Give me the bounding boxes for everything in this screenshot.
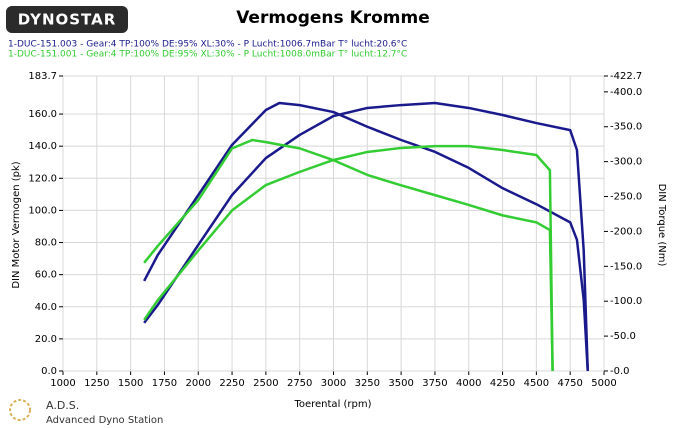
y-axis-label: DIN Motor Vermogen (pk) bbox=[11, 161, 22, 288]
series-line bbox=[143, 144, 554, 372]
y2-axis-label: DIN Torque (Nm) bbox=[656, 184, 667, 267]
footer-brand: A.D.S. bbox=[46, 399, 79, 412]
x-tick-label: 3000 bbox=[321, 378, 346, 389]
y2-tick-label: -0.0 bbox=[610, 366, 630, 377]
x-tick-label: 1500 bbox=[118, 378, 143, 389]
x-tick-label: 2000 bbox=[186, 378, 211, 389]
series-line bbox=[143, 101, 590, 372]
y-tick-label: 160.0 bbox=[28, 109, 57, 120]
x-tick-label: 3250 bbox=[355, 378, 380, 389]
y2-tick-label: -200.0 bbox=[610, 226, 642, 237]
x-tick-label: 1750 bbox=[152, 378, 177, 389]
y2-tick-label: -250.0 bbox=[610, 192, 642, 203]
x-tick-label: 5000 bbox=[591, 378, 616, 389]
x-tick-label: 1250 bbox=[84, 378, 109, 389]
y-tick-label: 0.0 bbox=[41, 366, 57, 377]
y2-tick-label: -350.0 bbox=[610, 122, 642, 133]
footer-subtitle: Advanced Dyno Station bbox=[46, 415, 163, 426]
x-tick-label: 4750 bbox=[557, 378, 582, 389]
x-tick-label: 2500 bbox=[253, 378, 278, 389]
x-tick-label: 4250 bbox=[490, 378, 515, 389]
x-tick-label: 2250 bbox=[219, 378, 244, 389]
logo: DYNOSTAR bbox=[18, 11, 117, 29]
y-tick-label: 183.7 bbox=[28, 71, 57, 82]
x-tick-label: 3750 bbox=[422, 378, 447, 389]
series-line bbox=[143, 101, 590, 372]
y2-tick-label: -50.0 bbox=[610, 331, 636, 342]
y2-tick-label: -300.0 bbox=[610, 157, 642, 168]
chart-title: Vermogens Kromme bbox=[236, 8, 430, 28]
x-axis-label: Toerental (rpm) bbox=[293, 399, 371, 410]
y-tick-label: 120.0 bbox=[28, 173, 57, 184]
y-tick-label: 140.0 bbox=[28, 141, 57, 152]
series-line bbox=[143, 138, 554, 372]
x-tick-label: 1000 bbox=[50, 378, 75, 389]
y2-tick-label: -400.0 bbox=[610, 87, 642, 98]
y-tick-label: 20.0 bbox=[35, 334, 57, 345]
x-tick-label: 4500 bbox=[524, 378, 549, 389]
logo-box bbox=[6, 6, 128, 33]
legend-entry: 1-DUC-151.001 - Gear:4 TP:100% DE:95% XL… bbox=[8, 50, 407, 60]
y-tick-label: 80.0 bbox=[35, 238, 57, 249]
x-tick-label: 3500 bbox=[388, 378, 413, 389]
x-tick-label: 2750 bbox=[287, 378, 312, 389]
y-tick-label: 40.0 bbox=[35, 302, 57, 313]
x-tick-label: 4000 bbox=[456, 378, 481, 389]
footer-logo bbox=[9, 399, 31, 421]
y-tick-label: 100.0 bbox=[28, 205, 57, 216]
legend-entry: 1-DUC-151.003 - Gear:4 TP:100% DE:95% XL… bbox=[8, 40, 407, 50]
y2-tick-label: -150.0 bbox=[610, 261, 642, 272]
y2-tick-label: -422.7 bbox=[610, 71, 642, 82]
y2-tick-label: -100.0 bbox=[610, 296, 642, 307]
y-tick-label: 60.0 bbox=[35, 270, 57, 281]
